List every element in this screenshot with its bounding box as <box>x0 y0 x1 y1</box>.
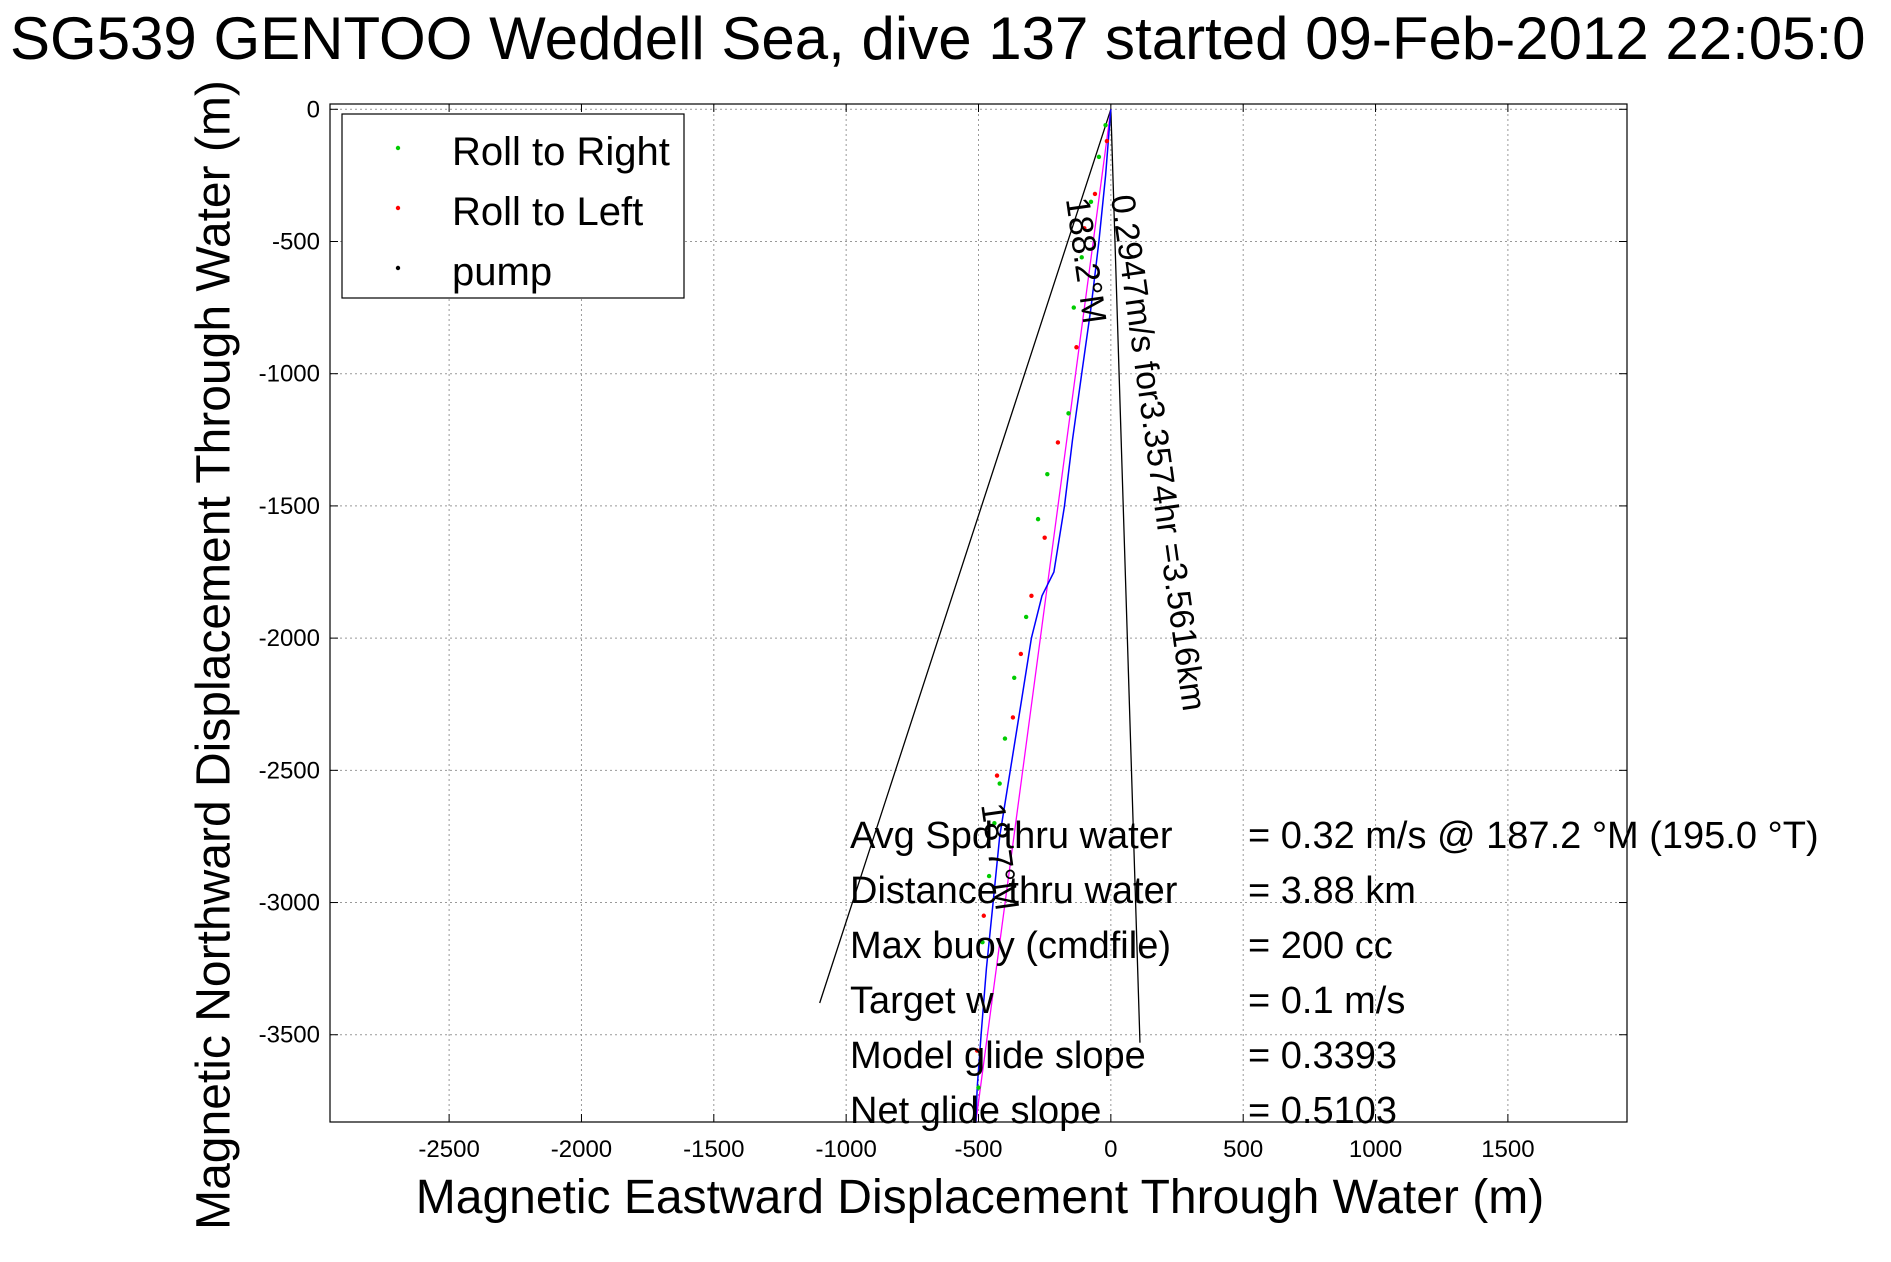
roll-right-point <box>986 873 992 879</box>
roll-right-point <box>1096 154 1102 160</box>
summary-value: = 0.1 m/s <box>1248 980 1405 1022</box>
summary-label: Model glide slope <box>850 1035 1146 1077</box>
roll-right-point <box>1012 675 1017 680</box>
summary-value: = 200 cc <box>1248 925 1393 967</box>
summary-value: = 0.5103 <box>1248 1090 1397 1132</box>
summary-label: Target w <box>850 980 994 1022</box>
grid <box>330 104 1627 1122</box>
annotation-line <box>1110 109 1141 1043</box>
annotation-lines <box>819 109 1141 1043</box>
roll-left-point <box>981 913 986 918</box>
segment-annotation: 188.2°M <box>1058 195 1113 326</box>
legend-label: pump <box>452 250 552 294</box>
segment-annotation: 0.2947m/s for3.3574hr =3.5616km <box>1103 192 1213 713</box>
summary-value: = 0.32 m/s @ 187.2 °M (195.0 °T) <box>1248 815 1819 857</box>
x-tick-label: -1000 <box>815 1136 876 1163</box>
roll-right-point <box>1088 199 1094 205</box>
legend-label: Roll to Left <box>452 190 643 234</box>
roll-right-point <box>980 939 985 945</box>
x-tick-label: 0 <box>1104 1136 1117 1163</box>
legend-marker <box>395 265 401 271</box>
roll-right-point <box>1079 255 1084 260</box>
roll-left-point <box>994 773 1000 778</box>
roll-right-point <box>1023 614 1029 620</box>
legend: Roll to Right Roll to Left pump <box>341 113 685 299</box>
y-tick-label: -3500 <box>259 1022 320 1049</box>
roll-left-point <box>1082 226 1087 231</box>
legend-marker <box>395 205 401 211</box>
roll-left-point <box>1018 651 1024 657</box>
x-axis-label: Magnetic Eastward Displacement Through W… <box>415 1171 1545 1224</box>
roll-left-point <box>1092 191 1098 197</box>
roll-right-point <box>1035 516 1041 522</box>
roll-right-point <box>997 781 1002 786</box>
y-tick-label: -500 <box>272 228 320 255</box>
x-tick-label: -2000 <box>551 1136 612 1163</box>
y-tick-label: -1500 <box>259 493 320 520</box>
axes: -2500 -2000 -1500 -1000 -500 0 500 1000 1500 0 -50… <box>259 96 1628 1163</box>
y-tick-label: 0 <box>307 96 320 123</box>
y-tick-label: -1000 <box>259 361 320 388</box>
series <box>974 109 1112 1123</box>
summary-label: Avg Spd thru water <box>850 815 1173 857</box>
roll-left-point <box>1055 440 1061 445</box>
x-tick-label: 500 <box>1223 1136 1263 1163</box>
x-tick-label: -500 <box>954 1136 1002 1163</box>
y-tick-label: -2000 <box>259 625 320 652</box>
x-tick-label: -2500 <box>418 1136 479 1163</box>
x-tick-label: 1000 <box>1349 1136 1402 1163</box>
roll-left-point <box>1010 715 1016 720</box>
legend-label: Roll to Right <box>452 130 670 174</box>
x-tick-label: -1500 <box>683 1136 744 1163</box>
summary-label: Net glide slope <box>850 1090 1101 1132</box>
roll-right-point <box>1045 471 1050 477</box>
roll-right-point <box>1071 305 1076 310</box>
track-line <box>975 109 1112 1123</box>
y-tick-label: -3000 <box>259 890 320 917</box>
roll-right-point <box>976 1085 981 1090</box>
roll-left-point <box>1104 138 1110 144</box>
summary-label: Distance thru water <box>850 870 1178 912</box>
roll-left-point <box>974 1048 980 1053</box>
roll-left-point <box>1074 345 1079 350</box>
roll-left-point <box>1042 535 1047 540</box>
roll-right-point <box>1103 122 1108 128</box>
chart-title: SG539 GENTOO Weddell Sea, dive 137 start… <box>10 5 1866 72</box>
x-tick-label: 1500 <box>1481 1136 1534 1163</box>
summary-value: = 3.88 km <box>1248 870 1416 912</box>
annotation-line <box>819 109 1112 1004</box>
legend-marker <box>395 145 401 151</box>
plot-frame <box>329 103 1628 1123</box>
summary-value: = 0.3393 <box>1248 1035 1397 1077</box>
roll-right-point <box>1002 736 1008 741</box>
y-tick-label: -2500 <box>259 757 320 784</box>
heading-line <box>975 109 1112 1123</box>
summary-label: Max buoy (cmdfile) <box>850 925 1171 967</box>
summary-table: Avg Spd thru water = 0.32 m/s @ 187.2 °M … <box>850 815 1819 1132</box>
roll-left-point <box>1029 593 1034 599</box>
roll-right-point <box>992 821 997 826</box>
roll-right-point <box>1066 411 1071 416</box>
segment-annotations: 0.2947m/s for3.3574hr =3.5616km188.2°M18… <box>973 192 1213 912</box>
